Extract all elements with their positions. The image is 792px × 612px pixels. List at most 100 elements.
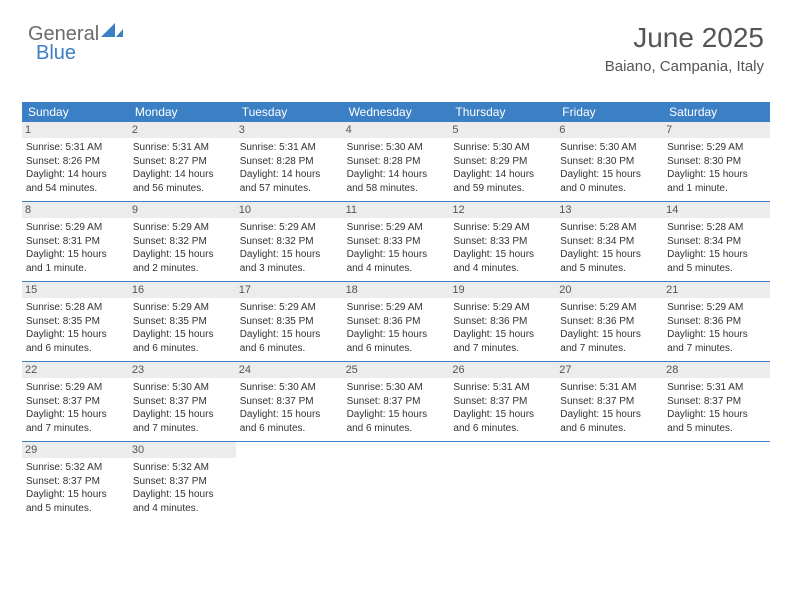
daylight-line: Daylight: 15 hours and 5 minutes. bbox=[667, 248, 766, 275]
day-number: 12 bbox=[449, 202, 556, 218]
daylight-line: Daylight: 15 hours and 4 minutes. bbox=[347, 248, 446, 275]
day-cell: 24Sunrise: 5:30 AMSunset: 8:37 PMDayligh… bbox=[236, 362, 343, 441]
dow-cell: Sunday bbox=[22, 102, 129, 122]
day-number: 5 bbox=[449, 122, 556, 138]
sunrise-line: Sunrise: 5:29 AM bbox=[667, 141, 766, 155]
sunrise-line: Sunrise: 5:31 AM bbox=[453, 381, 552, 395]
calendar: SundayMondayTuesdayWednesdayThursdayFrid… bbox=[22, 102, 770, 521]
day-cell bbox=[449, 442, 556, 521]
day-cell bbox=[663, 442, 770, 521]
week-row: 8Sunrise: 5:29 AMSunset: 8:31 PMDaylight… bbox=[22, 202, 770, 282]
sunrise-line: Sunrise: 5:29 AM bbox=[667, 301, 766, 315]
sunset-line: Sunset: 8:33 PM bbox=[347, 235, 446, 249]
sunrise-line: Sunrise: 5:31 AM bbox=[667, 381, 766, 395]
day-number: 13 bbox=[556, 202, 663, 218]
day-number: 23 bbox=[129, 362, 236, 378]
day-cell: 5 Sunrise: 5:30 AMSunset: 8:29 PMDaylight… bbox=[449, 122, 556, 201]
sunrise-line: Sunrise: 5:32 AM bbox=[133, 461, 232, 475]
sunrise-line: Sunrise: 5:30 AM bbox=[133, 381, 232, 395]
daylight-line: Daylight: 15 hours and 4 minutes. bbox=[133, 488, 232, 515]
daylight-line: Daylight: 15 hours and 7 minutes. bbox=[453, 328, 552, 355]
sunrise-line: Sunrise: 5:29 AM bbox=[133, 221, 232, 235]
sunset-line: Sunset: 8:37 PM bbox=[240, 395, 339, 409]
sunset-line: Sunset: 8:37 PM bbox=[133, 475, 232, 489]
day-number: 19 bbox=[449, 282, 556, 298]
day-cell: 3Sunrise: 5:31 AMSunset: 8:28 PMDaylight… bbox=[236, 122, 343, 201]
sunset-line: Sunset: 8:36 PM bbox=[667, 315, 766, 329]
day-number: 21 bbox=[663, 282, 770, 298]
daylight-line: Daylight: 15 hours and 6 minutes. bbox=[133, 328, 232, 355]
day-cell: 16Sunrise: 5:29 AMSunset: 8:35 PMDayligh… bbox=[129, 282, 236, 361]
week-row: 15Sunrise: 5:28 AMSunset: 8:35 PMDayligh… bbox=[22, 282, 770, 362]
sunrise-line: Sunrise: 5:30 AM bbox=[347, 141, 446, 155]
dow-cell: Wednesday bbox=[343, 102, 450, 122]
sunrise-line: Sunrise: 5:30 AM bbox=[453, 141, 552, 155]
sunset-line: Sunset: 8:37 PM bbox=[26, 475, 125, 489]
month-title: June 2025 bbox=[605, 22, 764, 54]
day-cell bbox=[556, 442, 663, 521]
sunrise-line: Sunrise: 5:29 AM bbox=[560, 301, 659, 315]
sunset-line: Sunset: 8:37 PM bbox=[133, 395, 232, 409]
sunset-line: Sunset: 8:28 PM bbox=[240, 155, 339, 169]
day-cell: 20Sunrise: 5:29 AMSunset: 8:36 PMDayligh… bbox=[556, 282, 663, 361]
daylight-line: Daylight: 15 hours and 1 minute. bbox=[26, 248, 125, 275]
day-cell: 17Sunrise: 5:29 AMSunset: 8:35 PMDayligh… bbox=[236, 282, 343, 361]
daylight-line: Daylight: 15 hours and 4 minutes. bbox=[453, 248, 552, 275]
sunrise-line: Sunrise: 5:29 AM bbox=[26, 221, 125, 235]
header: June 2025 Baiano, Campania, Italy bbox=[605, 22, 764, 75]
dow-cell: Saturday bbox=[663, 102, 770, 122]
day-cell: 6Sunrise: 5:30 AMSunset: 8:30 PMDaylight… bbox=[556, 122, 663, 201]
day-number: 20 bbox=[556, 282, 663, 298]
sunrise-line: Sunrise: 5:29 AM bbox=[453, 221, 552, 235]
day-number: 29 bbox=[22, 442, 129, 458]
sunrise-line: Sunrise: 5:30 AM bbox=[347, 381, 446, 395]
day-cell: 8Sunrise: 5:29 AMSunset: 8:31 PMDaylight… bbox=[22, 202, 129, 281]
daylight-line: Daylight: 15 hours and 6 minutes. bbox=[347, 328, 446, 355]
day-cell: 26Sunrise: 5:31 AMSunset: 8:37 PMDayligh… bbox=[449, 362, 556, 441]
sunset-line: Sunset: 8:37 PM bbox=[347, 395, 446, 409]
daylight-line: Daylight: 14 hours and 59 minutes. bbox=[453, 168, 552, 195]
daylight-line: Daylight: 15 hours and 1 minute. bbox=[667, 168, 766, 195]
sunset-line: Sunset: 8:27 PM bbox=[133, 155, 232, 169]
day-cell: 29Sunrise: 5:32 AMSunset: 8:37 PMDayligh… bbox=[22, 442, 129, 521]
daylight-line: Daylight: 15 hours and 6 minutes. bbox=[453, 408, 552, 435]
week-row: 1Sunrise: 5:31 AMSunset: 8:26 PMDaylight… bbox=[22, 122, 770, 202]
day-number: 15 bbox=[22, 282, 129, 298]
logo-text-2: Blue bbox=[36, 42, 76, 65]
sunset-line: Sunset: 8:34 PM bbox=[667, 235, 766, 249]
daylight-line: Daylight: 15 hours and 5 minutes. bbox=[26, 488, 125, 515]
sunset-line: Sunset: 8:30 PM bbox=[667, 155, 766, 169]
daylight-line: Daylight: 15 hours and 5 minutes. bbox=[560, 248, 659, 275]
day-number: 8 bbox=[22, 202, 129, 218]
daylight-line: Daylight: 15 hours and 6 minutes. bbox=[560, 408, 659, 435]
day-cell: 12Sunrise: 5:29 AMSunset: 8:33 PMDayligh… bbox=[449, 202, 556, 281]
day-cell: 28Sunrise: 5:31 AMSunset: 8:37 PMDayligh… bbox=[663, 362, 770, 441]
logo-sail-icon bbox=[101, 22, 123, 46]
sunrise-line: Sunrise: 5:30 AM bbox=[560, 141, 659, 155]
daylight-line: Daylight: 15 hours and 2 minutes. bbox=[133, 248, 232, 275]
dow-cell: Monday bbox=[129, 102, 236, 122]
day-cell: 9Sunrise: 5:29 AMSunset: 8:32 PMDaylight… bbox=[129, 202, 236, 281]
day-number: 14 bbox=[663, 202, 770, 218]
sunrise-line: Sunrise: 5:28 AM bbox=[26, 301, 125, 315]
day-cell bbox=[236, 442, 343, 521]
day-number: 24 bbox=[236, 362, 343, 378]
day-number: 3 bbox=[236, 122, 343, 138]
sunset-line: Sunset: 8:36 PM bbox=[347, 315, 446, 329]
day-number: 28 bbox=[663, 362, 770, 378]
sunrise-line: Sunrise: 5:29 AM bbox=[453, 301, 552, 315]
day-number: 10 bbox=[236, 202, 343, 218]
sunrise-line: Sunrise: 5:28 AM bbox=[560, 221, 659, 235]
sunset-line: Sunset: 8:30 PM bbox=[560, 155, 659, 169]
day-cell: 25Sunrise: 5:30 AMSunset: 8:37 PMDayligh… bbox=[343, 362, 450, 441]
day-cell: 14 Sunrise: 5:28 AMSunset: 8:34 PMDayligh… bbox=[663, 202, 770, 281]
sunrise-line: Sunrise: 5:28 AM bbox=[667, 221, 766, 235]
sunset-line: Sunset: 8:35 PM bbox=[133, 315, 232, 329]
day-cell bbox=[343, 442, 450, 521]
day-number: 30 bbox=[129, 442, 236, 458]
sunset-line: Sunset: 8:35 PM bbox=[26, 315, 125, 329]
daylight-line: Daylight: 15 hours and 6 minutes. bbox=[240, 408, 339, 435]
day-cell: 10Sunrise: 5:29 AMSunset: 8:32 PMDayligh… bbox=[236, 202, 343, 281]
sunset-line: Sunset: 8:29 PM bbox=[453, 155, 552, 169]
sunrise-line: Sunrise: 5:31 AM bbox=[133, 141, 232, 155]
